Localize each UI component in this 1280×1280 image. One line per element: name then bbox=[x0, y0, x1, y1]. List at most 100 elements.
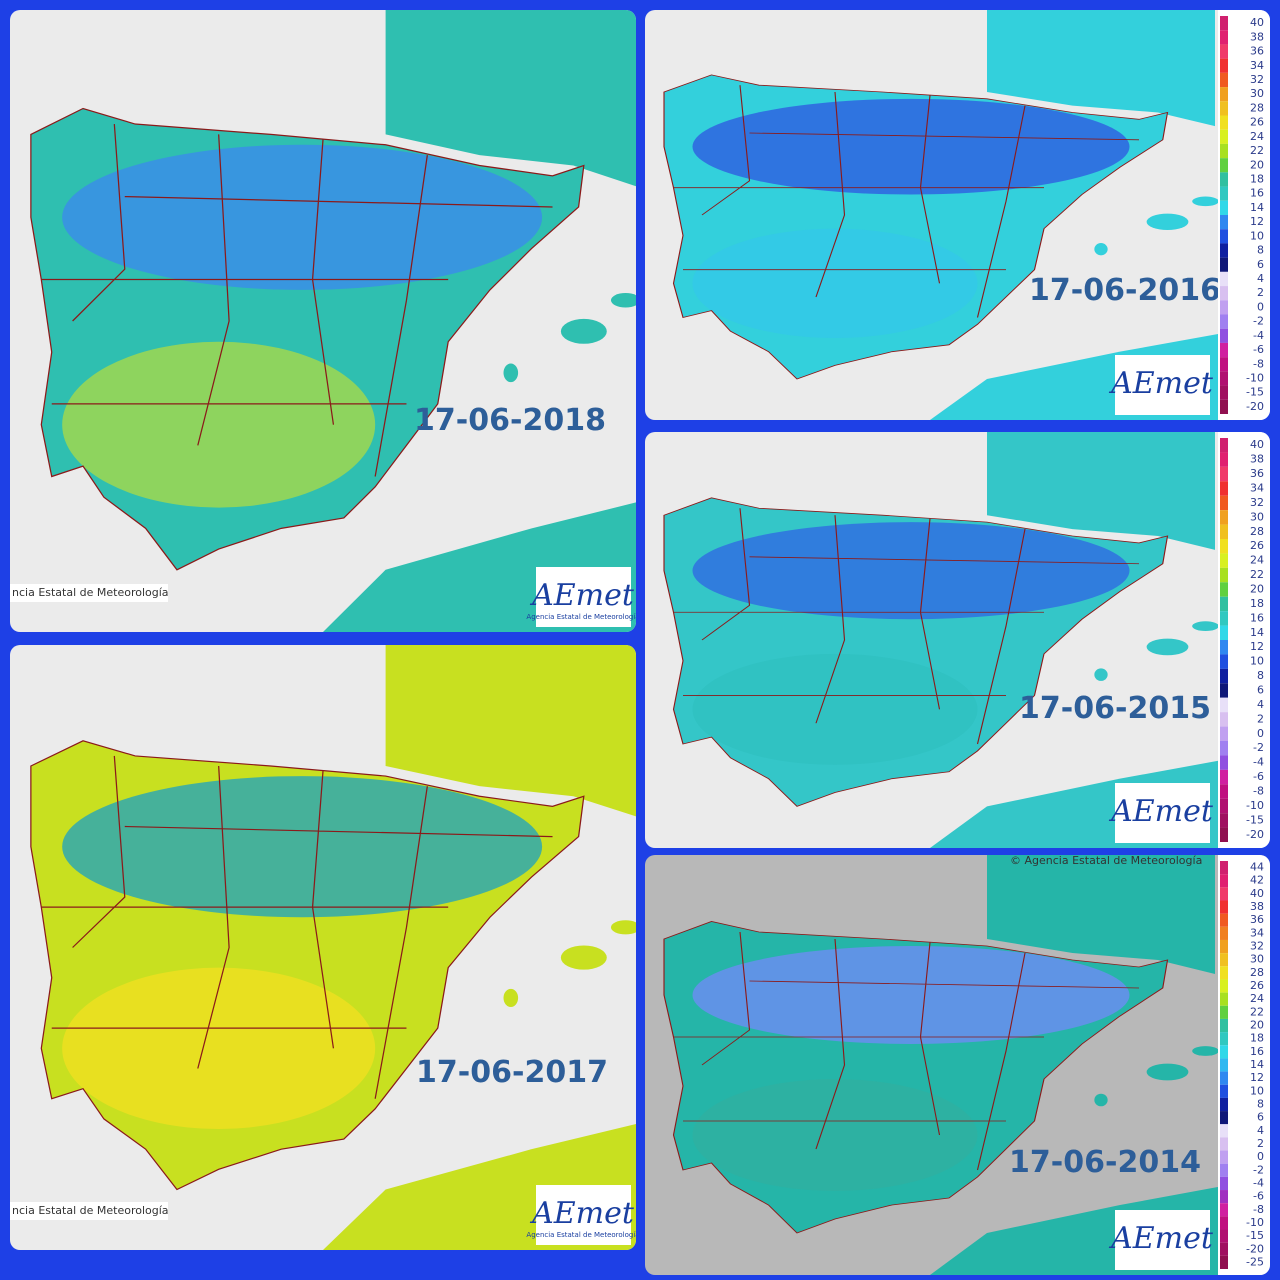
legend-swatch bbox=[1220, 466, 1228, 482]
legend-label: 34 bbox=[1250, 482, 1264, 495]
legend-label: -6 bbox=[1253, 770, 1264, 783]
legend-label: 30 bbox=[1250, 510, 1264, 523]
legend-swatch bbox=[1220, 172, 1228, 187]
legend-swatch bbox=[1220, 1045, 1228, 1059]
legend-swatch bbox=[1220, 874, 1228, 888]
legend-label: 2 bbox=[1257, 286, 1264, 299]
credit: ncia Estatal de Meteorología bbox=[12, 1204, 169, 1217]
legend-label: -2 bbox=[1253, 315, 1264, 328]
north-zone bbox=[62, 144, 543, 290]
legend-swatch bbox=[1220, 314, 1228, 329]
logo-box bbox=[1115, 783, 1210, 843]
legend-swatch bbox=[1220, 900, 1228, 914]
legend-swatch bbox=[1220, 87, 1228, 102]
legend-swatch bbox=[1220, 813, 1228, 828]
legend-label: 28 bbox=[1250, 525, 1264, 538]
legend-swatch bbox=[1220, 827, 1228, 842]
legend-swatch bbox=[1220, 939, 1228, 954]
legend-swatch bbox=[1220, 357, 1228, 372]
legend-label: 42 bbox=[1250, 874, 1264, 887]
legend-swatch bbox=[1220, 654, 1228, 669]
legend-swatch bbox=[1220, 1255, 1228, 1269]
legend-label: 40 bbox=[1250, 438, 1264, 451]
legend-swatch bbox=[1220, 115, 1228, 130]
island bbox=[610, 293, 636, 308]
legend-swatch bbox=[1220, 798, 1228, 814]
legend-label: 16 bbox=[1250, 611, 1264, 624]
legend-swatch bbox=[1220, 158, 1228, 173]
legend-label: 14 bbox=[1250, 201, 1264, 214]
logo-box bbox=[536, 1185, 631, 1245]
south-zone bbox=[692, 228, 978, 338]
legend-swatch bbox=[1220, 741, 1228, 756]
legend-label: 0 bbox=[1257, 300, 1264, 313]
logo: AEmet bbox=[1108, 1221, 1214, 1256]
legend-swatch bbox=[1220, 524, 1228, 539]
legend-label: -6 bbox=[1253, 343, 1264, 356]
logo: AEmet bbox=[529, 578, 635, 613]
legend-label: 8 bbox=[1257, 1097, 1264, 1110]
legend-label: 2 bbox=[1257, 712, 1264, 725]
legend-swatch bbox=[1220, 1018, 1228, 1033]
map bbox=[30, 10, 636, 632]
island bbox=[1146, 638, 1189, 656]
logo: AEmet bbox=[529, 1196, 635, 1231]
legend-label: 12 bbox=[1250, 215, 1264, 228]
legend-label: -15 bbox=[1246, 386, 1264, 399]
legend-label: 34 bbox=[1250, 926, 1264, 939]
legend-label: 38 bbox=[1250, 30, 1264, 43]
legend-label: 0 bbox=[1257, 1150, 1264, 1163]
legend-label: 36 bbox=[1250, 467, 1264, 480]
map bbox=[30, 645, 636, 1250]
legend-swatch bbox=[1220, 1190, 1228, 1204]
island bbox=[1146, 1063, 1189, 1081]
legend-swatch bbox=[1220, 769, 1228, 785]
island bbox=[503, 988, 519, 1007]
panel-body: 17-06-2016AEmet4038363432302826242220181… bbox=[645, 10, 1270, 420]
legend-label: 36 bbox=[1250, 45, 1264, 58]
legend-swatch bbox=[1220, 1124, 1228, 1138]
legend-swatch bbox=[1220, 625, 1228, 640]
legend-swatch bbox=[1220, 1150, 1228, 1164]
panel-body: 17-06-2018 ncia Estatal de Meteorología AE… bbox=[10, 10, 636, 632]
legend-label: 10 bbox=[1250, 229, 1264, 242]
date-label: 17-06-2016 bbox=[1029, 273, 1221, 308]
legend-swatch bbox=[1220, 58, 1228, 73]
logo-box bbox=[536, 567, 631, 627]
credit-box bbox=[10, 584, 168, 602]
legend-label: -10 bbox=[1246, 1216, 1264, 1229]
legend-swatch bbox=[1220, 1137, 1228, 1151]
legend-label: -8 bbox=[1253, 357, 1264, 370]
legend-swatch bbox=[1220, 286, 1228, 301]
legend-swatch bbox=[1220, 1097, 1228, 1112]
island bbox=[610, 920, 636, 935]
legend-label: 34 bbox=[1250, 59, 1264, 72]
legend-swatch bbox=[1220, 887, 1228, 901]
legend-swatch bbox=[1220, 452, 1228, 467]
legend-label: 28 bbox=[1250, 101, 1264, 114]
legend-swatch bbox=[1220, 1229, 1228, 1243]
island bbox=[1094, 243, 1108, 256]
legend-swatch bbox=[1220, 755, 1228, 770]
legend-swatch bbox=[1220, 953, 1228, 967]
legend-label: -15 bbox=[1246, 813, 1264, 826]
legend-swatch bbox=[1220, 966, 1228, 980]
legend-label: 0 bbox=[1257, 727, 1264, 740]
legend-swatch bbox=[1220, 1242, 1228, 1256]
map bbox=[663, 10, 1234, 420]
legend-label: 10 bbox=[1250, 1084, 1264, 1097]
logo-box bbox=[1115, 1210, 1210, 1270]
legend-swatch bbox=[1220, 1005, 1228, 1019]
panel-body: 17-06-2017 ncia Estatal de Meteorología AE… bbox=[10, 645, 636, 1250]
legend-swatch bbox=[1220, 539, 1228, 554]
legend-label: 38 bbox=[1250, 453, 1264, 466]
legend-swatch bbox=[1220, 399, 1228, 414]
island bbox=[1094, 1093, 1108, 1107]
legend-swatch bbox=[1220, 640, 1228, 655]
legend-swatch bbox=[1220, 1176, 1228, 1191]
legend-label: 32 bbox=[1250, 73, 1264, 86]
legend-label: 6 bbox=[1257, 1111, 1264, 1124]
legend-label: -10 bbox=[1246, 371, 1264, 384]
legend-label: 30 bbox=[1250, 953, 1264, 966]
island bbox=[1192, 196, 1219, 207]
